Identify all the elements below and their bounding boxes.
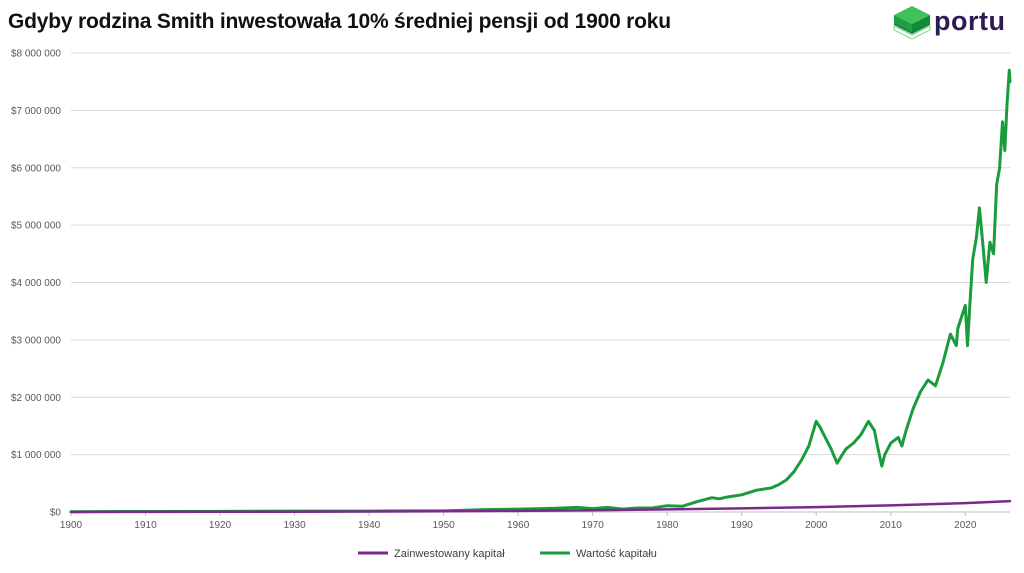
legend-label: Zainwestowany kapitał: [394, 548, 505, 560]
y-tick-label: $0: [50, 508, 62, 519]
portu-logo: portu: [892, 4, 1016, 48]
series-layer: [69, 68, 1012, 514]
y-tick-label: $5 000 000: [11, 221, 61, 232]
x-tick-label: 1940: [358, 520, 381, 531]
y-tick-label: $7 000 000: [11, 106, 61, 117]
legend: Zainwestowany kapitał Wartość kapitału: [358, 548, 657, 560]
x-tick-label: 1950: [432, 520, 455, 531]
x-tick-label: 1990: [731, 520, 754, 531]
y-tick-label: $6 000 000: [11, 163, 61, 174]
series-line-1: [69, 499, 1012, 514]
y-tick-label: $2 000 000: [11, 393, 61, 404]
x-tick-label: 2000: [805, 520, 828, 531]
y-tick-label: $8 000 000: [11, 49, 61, 60]
grid-lines: [71, 52, 1010, 456]
x-tick-label: 2020: [954, 520, 977, 531]
x-tick-label: 1980: [656, 520, 679, 531]
y-tick-label: $4 000 000: [11, 278, 61, 289]
x-tick-label: 1910: [134, 520, 157, 531]
x-tick-label: 1900: [60, 520, 83, 531]
x-tick-label: 1920: [209, 520, 232, 531]
x-tick-label: 1970: [582, 520, 605, 531]
green-cube-icon: [893, 6, 931, 40]
x-tick-label: 1960: [507, 520, 530, 531]
x-tick-label: 1930: [283, 520, 306, 531]
y-tick-label: $3 000 000: [11, 335, 61, 346]
chart-title: Gdyby rodzina Smith inwestowała 10% śred…: [8, 10, 671, 33]
series-line-2: [69, 68, 1012, 514]
x-axis-ticks: 1900 1910 1920 1930 1940 1950 1960 1970 1980 1990…: [60, 512, 977, 531]
x-tick-label: 2010: [880, 520, 903, 531]
legend-label: Wartość kapitału: [576, 548, 657, 560]
logo-text: portu: [934, 6, 1006, 36]
y-axis-ticks: $0 $1 000 000 $2 000 000 $3 000 000 $4 000 0…: [11, 49, 61, 519]
y-tick-label: $1 000 000: [11, 450, 61, 461]
